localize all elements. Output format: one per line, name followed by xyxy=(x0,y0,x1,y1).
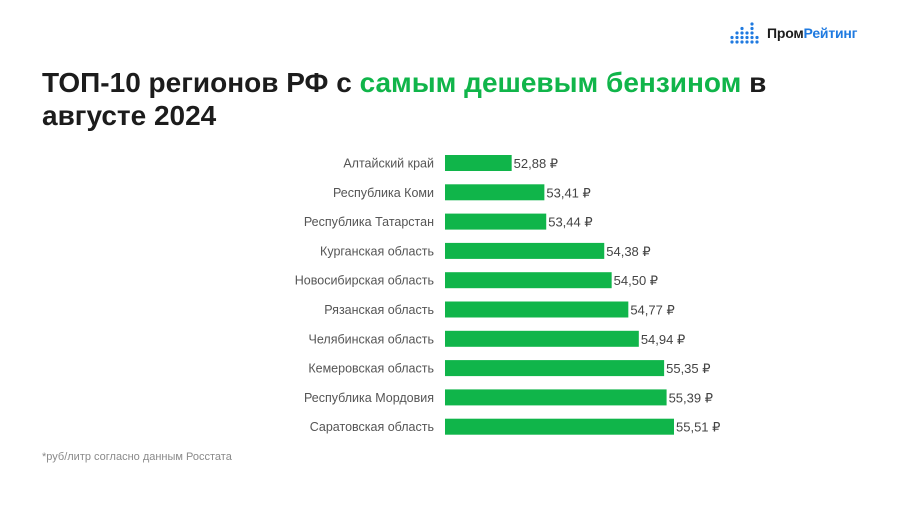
bar-dots-icon xyxy=(730,22,759,44)
value-label: 54,77 ₽ xyxy=(630,303,674,318)
value-label: 53,44 ₽ xyxy=(548,215,592,230)
category-label: Челябинская область xyxy=(309,332,434,346)
bar xyxy=(445,301,629,318)
bar xyxy=(445,155,512,171)
bar xyxy=(445,330,639,347)
value-label: 52,88 ₽ xyxy=(514,156,558,171)
value-label: 54,38 ₽ xyxy=(606,244,650,259)
value-label: 54,94 ₽ xyxy=(641,332,685,347)
bar xyxy=(445,360,665,377)
bar xyxy=(445,184,545,201)
brand-name-part2: Рейтинг xyxy=(803,25,858,41)
value-label: 55,51 ₽ xyxy=(676,420,720,435)
category-label: Новосибирская область xyxy=(295,274,434,288)
category-label: Курганская область xyxy=(320,244,434,258)
category-label: Республика Мордовия xyxy=(304,391,434,405)
value-label: 54,50 ₽ xyxy=(614,273,658,288)
page-title: ТОП-10 регионов РФ с самым дешевым бензи… xyxy=(42,66,862,132)
bar xyxy=(445,418,674,435)
bar xyxy=(445,242,605,259)
value-label: 55,35 ₽ xyxy=(666,361,710,376)
brand-logo: ПромРейтинг xyxy=(729,20,857,46)
category-label: Республика Коми xyxy=(333,186,434,200)
title-text-after: в августе 2024 xyxy=(42,67,767,131)
category-label: Республика Татарстан xyxy=(304,215,434,229)
bar xyxy=(445,389,667,406)
brand-name: ПромРейтинг xyxy=(767,25,857,41)
title-text-before: ТОП-10 регионов РФ с xyxy=(42,67,360,98)
bar xyxy=(445,213,547,230)
category-label: Кемеровская область xyxy=(308,362,434,376)
value-label: 55,39 ₽ xyxy=(669,390,713,405)
category-label: Саратовская область xyxy=(310,420,434,434)
category-label: Алтайский край xyxy=(343,157,434,171)
title-highlight: самым дешевым бензином xyxy=(359,67,742,98)
value-label: 53,41 ₽ xyxy=(546,185,590,200)
brand-name-part1: Пром xyxy=(767,25,804,41)
bar xyxy=(445,272,612,289)
category-label: Рязанская область xyxy=(324,303,434,317)
footnote: *руб/литр согласно данным Росстата xyxy=(42,451,232,463)
